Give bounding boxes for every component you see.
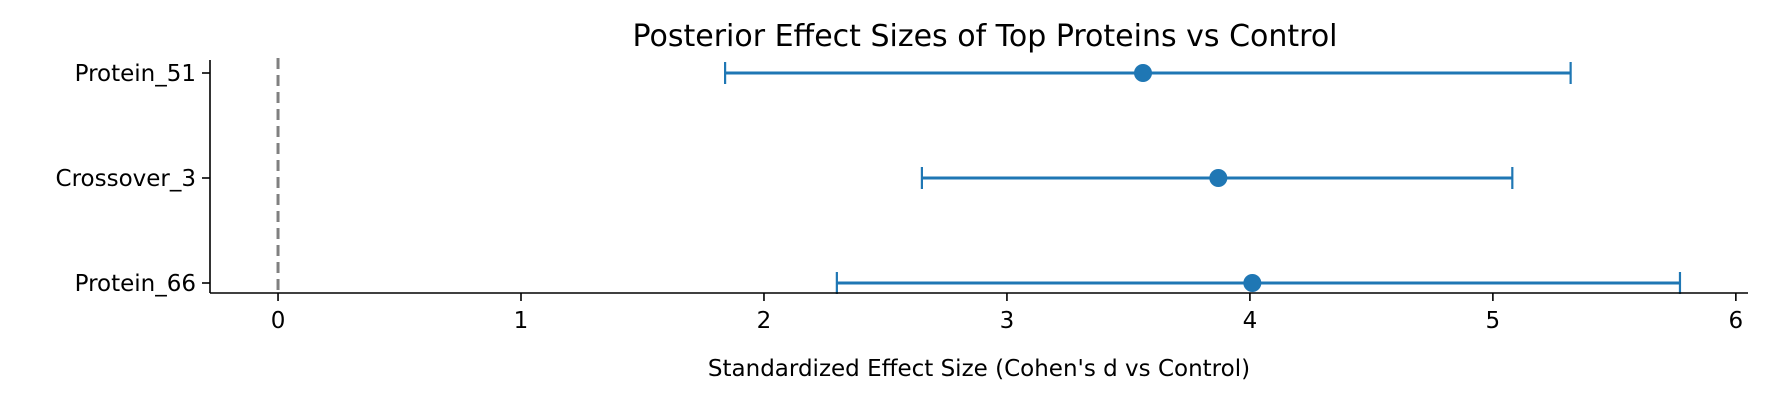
x-tick-label: 2 bbox=[757, 308, 772, 334]
x-axis-ticks: 0 1 2 3 4 5 6 bbox=[271, 293, 1743, 334]
y-axis-ticks: Protein_51 Crossover_3 Protein_66 bbox=[56, 61, 210, 297]
x-tick-label: 5 bbox=[1486, 308, 1501, 334]
x-tick-label: 6 bbox=[1729, 308, 1744, 334]
x-axis-label: Standardized Effect Size (Cohen's d vs C… bbox=[708, 356, 1250, 382]
x-tick-label: 4 bbox=[1243, 308, 1258, 334]
y-tick-label: Crossover_3 bbox=[56, 166, 196, 192]
x-tick-label: 3 bbox=[1000, 308, 1015, 334]
y-tick-label: Protein_66 bbox=[75, 271, 196, 297]
chart-title: Posterior Effect Sizes of Top Proteins v… bbox=[632, 19, 1337, 54]
estimate-point bbox=[1134, 64, 1153, 82]
estimate-point bbox=[1209, 169, 1228, 187]
x-tick-label: 1 bbox=[514, 308, 529, 334]
plot-area bbox=[276, 58, 1682, 294]
errorbar-crossover-3 bbox=[920, 167, 1514, 189]
x-tick-label: 0 bbox=[271, 308, 286, 334]
errorbar-protein-51 bbox=[723, 62, 1572, 84]
y-tick-label: Protein_51 bbox=[75, 61, 196, 87]
estimate-point bbox=[1243, 274, 1262, 292]
errorbar-protein-66 bbox=[835, 272, 1682, 294]
